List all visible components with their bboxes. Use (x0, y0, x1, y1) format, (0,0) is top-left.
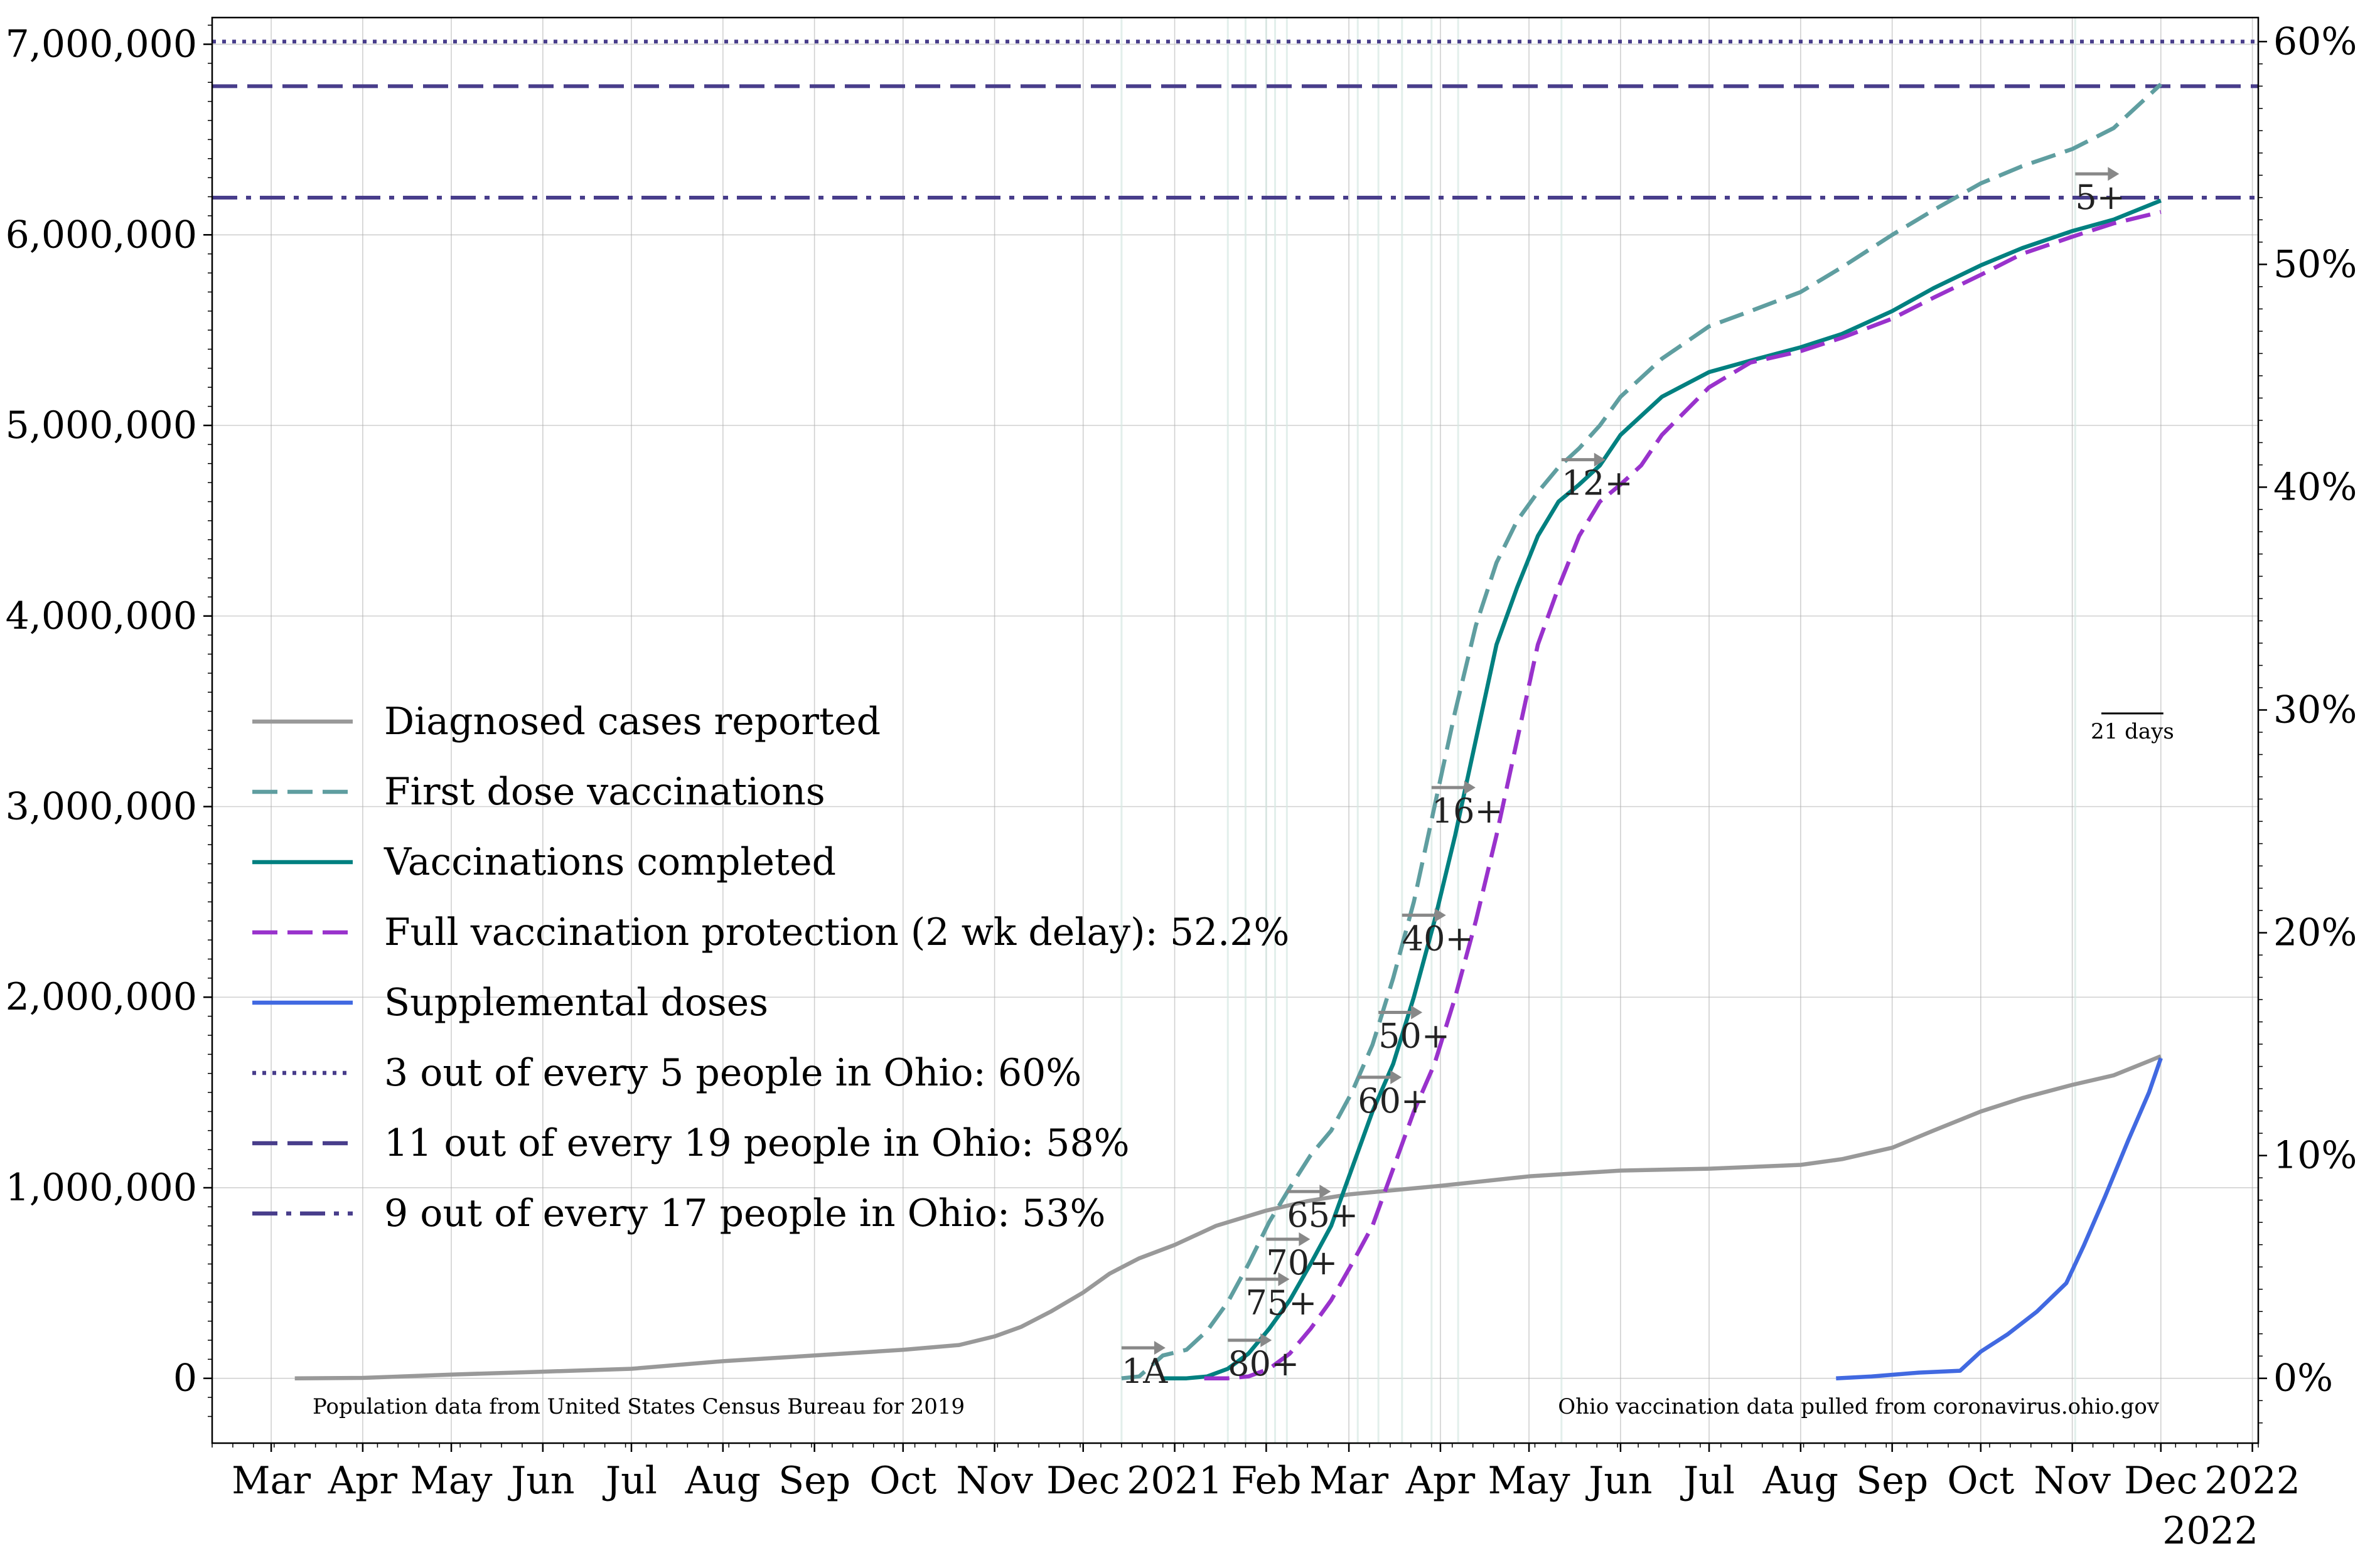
x-tick-label: Nov (956, 1459, 1033, 1503)
scale-bar-label: 21 days (2091, 719, 2174, 744)
x-tick-label: Feb (1231, 1459, 1301, 1503)
phase-arrow-head (1319, 1185, 1331, 1199)
legend-label: 3 out of every 5 people in Ohio: 60% (384, 1051, 1081, 1095)
series-line-3 (1204, 210, 2162, 1380)
x-tick-label: Dec (1046, 1459, 1120, 1503)
phase-label: 16+ (1432, 791, 1503, 831)
x-tick-label: Sep (778, 1459, 850, 1503)
y-tick-label-right: 20% (2273, 911, 2357, 955)
x-tick-label: Dec (2124, 1459, 2197, 1503)
phase-label: 65+ (1287, 1195, 1358, 1235)
series-line-1 (1121, 82, 2163, 1380)
x-tick-label: 2021 (1127, 1459, 1223, 1503)
x-tick-label: Jun (1585, 1459, 1652, 1503)
y-tick-label-right: 0% (2273, 1357, 2333, 1400)
x-tick-label: 2022 (2204, 1459, 2300, 1503)
x-offset-label: 2022 (2162, 1509, 2258, 1553)
y-tick-label-left: 3,000,000 (6, 784, 197, 828)
phase-label: 5+ (2075, 178, 2125, 217)
phase-label: 40+ (1402, 919, 1474, 959)
phase-label: 80+ (1228, 1344, 1299, 1384)
x-tick-label: Nov (2034, 1459, 2111, 1503)
phase-arrow-head (1594, 452, 1606, 467)
y-tick-label-left: 4,000,000 (6, 594, 197, 638)
data-series (294, 82, 2163, 1380)
phase-arrow-head (1154, 1341, 1166, 1355)
legend-label: Full vaccination protection (2 wk delay)… (384, 910, 1289, 954)
x-tick-label: Aug (685, 1459, 761, 1503)
y-tick-label-right: 60% (2273, 19, 2357, 63)
plot-frame (211, 16, 2260, 1444)
source-note-left: Population data from United States Censu… (313, 1394, 965, 1419)
y-tick-label-left: 0 (173, 1357, 197, 1400)
x-tick-label: Oct (1947, 1459, 2014, 1503)
legend-label: 9 out of every 17 people in Ohio: 53% (384, 1192, 1106, 1235)
series-line-0 (294, 1054, 2162, 1380)
y-tick-label-left: 7,000,000 (6, 23, 197, 67)
legend-label: 11 out of every 19 people in Ohio: 58% (384, 1121, 1130, 1165)
scale-bar: 21 days (2091, 712, 2174, 744)
source-note-right: Ohio vaccination data pulled from corona… (1558, 1394, 2160, 1419)
legend-label: First dose vaccinations (384, 770, 825, 814)
axes: 0 1,000,000 2,000,000 3,000,000 4,000,000 5,0… (6, 16, 2357, 1553)
series-line-2 (1162, 198, 2162, 1380)
phase-arrow-head (2108, 167, 2120, 181)
x-tick-label: May (1488, 1459, 1570, 1503)
phase-arrow-head (1299, 1232, 1311, 1246)
y-tick-label-right: 10% (2273, 1134, 2357, 1178)
y-tick-label-left: 6,000,000 (6, 213, 197, 257)
y-tick-label-right: 40% (2273, 465, 2357, 509)
phase-vertical-lines (1120, 18, 2076, 1443)
phase-label: 75+ (1245, 1283, 1317, 1323)
source-notes: Population data from United States Censu… (313, 1394, 2160, 1419)
phase-label: 70+ (1266, 1243, 1338, 1283)
x-tick-label: Mar (1309, 1459, 1388, 1503)
phase-arrow-head (1434, 908, 1446, 922)
x-tick-label: Jul (1680, 1459, 1735, 1503)
phase-arrow-head (1411, 1005, 1423, 1020)
phase-arrow-head (1278, 1272, 1290, 1286)
phase-label: 1A (1122, 1352, 1168, 1391)
y-tick-label-left: 1,000,000 (6, 1166, 197, 1210)
series-line-4 (1836, 1057, 2163, 1380)
y-tick-label-right: 50% (2273, 242, 2357, 286)
phase-label: 50+ (1378, 1016, 1450, 1056)
phase-label: 12+ (1562, 464, 1633, 503)
x-tick-label: Apr (1405, 1459, 1476, 1503)
legend: Diagnosed cases reported First dose vacci… (252, 700, 1289, 1235)
phase-arrow-head (1390, 1070, 1402, 1084)
x-tick-label: Jun (507, 1459, 574, 1503)
phase-arrow-head (1260, 1333, 1272, 1347)
y-tick-label-right: 30% (2273, 688, 2357, 732)
x-tick-label: Mar (232, 1459, 311, 1503)
x-tick-label: Jul (602, 1459, 657, 1503)
x-tick-label: Apr (328, 1459, 398, 1503)
x-tick-label: Aug (1762, 1459, 1838, 1503)
population-reference-lines (212, 40, 2258, 200)
x-tick-label: May (410, 1459, 492, 1503)
x-tick-label: Oct (869, 1459, 936, 1503)
y-tick-label-left: 2,000,000 (6, 975, 197, 1019)
legend-label: Diagnosed cases reported (384, 700, 881, 744)
phase-arrow-head (1464, 781, 1476, 795)
legend-label: Supplemental doses (384, 981, 768, 1025)
phase-annotations: 1A 80+ 75+70+ 65+ 60+ 50+ 40+ 16+ 12+ 5+ (1121, 167, 2125, 1391)
legend-label: Vaccinations completed (383, 840, 836, 884)
x-tick-label: Sep (1856, 1459, 1928, 1503)
y-tick-label-left: 5,000,000 (6, 403, 197, 447)
phase-label: 60+ (1358, 1081, 1429, 1121)
